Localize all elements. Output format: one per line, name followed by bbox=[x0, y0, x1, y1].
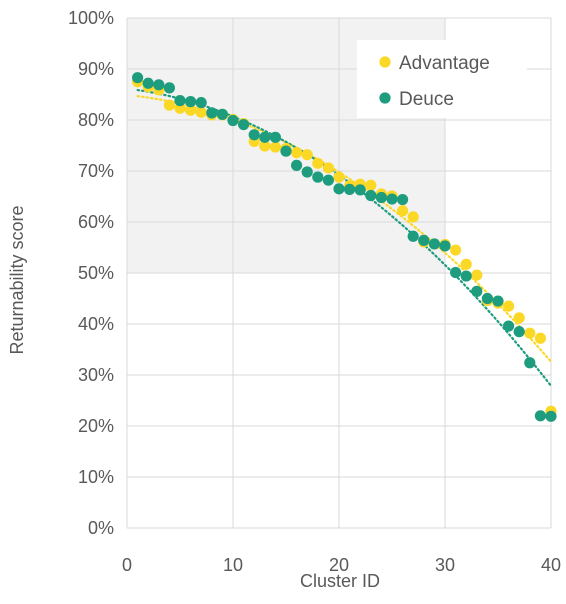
y-tick-label-2: 20% bbox=[78, 416, 114, 436]
point-deuce-25 bbox=[397, 193, 409, 206]
x-axis-title: Cluster ID bbox=[300, 571, 380, 591]
x-tick-label-1: 10 bbox=[223, 555, 243, 575]
y-axis-title: Returnability score bbox=[7, 205, 27, 354]
point-deuce-33 bbox=[481, 292, 493, 305]
point-advantage-22 bbox=[365, 179, 377, 191]
x-tick-label-2: 20 bbox=[329, 555, 349, 575]
point-deuce-35 bbox=[503, 320, 515, 332]
point-advantage-30 bbox=[450, 244, 462, 256]
point-deuce-6 bbox=[195, 97, 207, 109]
y-tick-label-3: 30% bbox=[78, 365, 114, 385]
point-deuce-8 bbox=[216, 108, 228, 120]
point-deuce-37 bbox=[524, 357, 536, 369]
point-deuce-5 bbox=[185, 96, 197, 108]
y-tick-label-5: 50% bbox=[78, 263, 114, 283]
point-deuce-27 bbox=[418, 234, 430, 246]
x-tick-label-3: 30 bbox=[435, 555, 455, 575]
point-deuce-38 bbox=[534, 410, 547, 422]
y-tick-label-0: 0% bbox=[88, 518, 114, 538]
point-advantage-26 bbox=[407, 211, 419, 223]
point-advantage-17 bbox=[312, 157, 324, 169]
point-deuce-30 bbox=[450, 266, 462, 279]
point-advantage-16 bbox=[301, 149, 313, 161]
point-advantage-4 bbox=[174, 102, 186, 114]
legend: Advantage Deuce bbox=[357, 40, 527, 118]
point-deuce-15 bbox=[291, 159, 303, 171]
point-deuce-17 bbox=[312, 171, 324, 183]
point-advantage-35 bbox=[503, 300, 515, 312]
legend-label-deuce: Deuce bbox=[399, 89, 454, 110]
point-advantage-6 bbox=[195, 106, 207, 118]
point-deuce-11 bbox=[248, 129, 260, 141]
point-deuce-21 bbox=[354, 184, 366, 196]
point-deuce-23 bbox=[375, 191, 387, 204]
point-advantage-5 bbox=[185, 104, 197, 116]
point-deuce-7 bbox=[206, 107, 218, 119]
point-advantage-25 bbox=[397, 205, 409, 217]
y-tick-label-9: 90% bbox=[78, 59, 114, 79]
point-advantage-36 bbox=[513, 312, 525, 324]
point-deuce-19 bbox=[333, 183, 345, 195]
point-deuce-18 bbox=[322, 174, 334, 186]
legend-label-advantage: Advantage bbox=[399, 53, 490, 74]
legend-box bbox=[357, 40, 527, 118]
point-deuce-31 bbox=[460, 270, 472, 282]
y-tick-label-6: 60% bbox=[78, 212, 114, 232]
x-tick-label-4: 40 bbox=[541, 555, 561, 575]
point-deuce-0 bbox=[132, 72, 144, 84]
x-tick-label-0: 0 bbox=[122, 555, 132, 575]
data-points bbox=[132, 72, 557, 422]
trendline-advantage bbox=[136, 95, 553, 363]
point-deuce-24 bbox=[386, 193, 398, 205]
point-deuce-14 bbox=[280, 145, 292, 157]
point-deuce-29 bbox=[439, 240, 451, 252]
point-deuce-26 bbox=[407, 230, 419, 242]
point-deuce-32 bbox=[471, 285, 483, 297]
point-advantage-19 bbox=[333, 171, 345, 183]
point-advantage-31 bbox=[460, 258, 472, 270]
point-deuce-9 bbox=[227, 114, 239, 127]
x-axis-tick-labels: 0 10 20 30 40 bbox=[122, 555, 561, 575]
point-deuce-4 bbox=[174, 95, 186, 107]
point-deuce-28 bbox=[428, 238, 440, 250]
point-advantage-15 bbox=[291, 147, 303, 159]
point-deuce-2 bbox=[153, 79, 165, 91]
legend-marker-deuce bbox=[379, 92, 391, 104]
point-advantage-32 bbox=[471, 269, 483, 281]
point-deuce-34 bbox=[492, 295, 504, 307]
y-tick-label-4: 40% bbox=[78, 314, 114, 334]
trendlines bbox=[136, 88, 553, 387]
y-tick-label-1: 10% bbox=[78, 467, 114, 487]
y-axis-tick-labels: 0% 10% 20% 30% 40% 50% 60% 70% 80% 90% 100% bbox=[68, 8, 114, 538]
y-tick-label-8: 80% bbox=[78, 110, 114, 130]
point-deuce-39 bbox=[545, 410, 557, 422]
point-advantage-3 bbox=[163, 99, 175, 111]
point-deuce-36 bbox=[513, 326, 525, 338]
trendline-deuce bbox=[136, 88, 553, 387]
point-deuce-13 bbox=[269, 131, 281, 143]
point-advantage-38 bbox=[534, 332, 547, 344]
y-tick-label-7: 70% bbox=[78, 161, 114, 181]
point-deuce-22 bbox=[365, 189, 377, 202]
point-deuce-1 bbox=[142, 77, 154, 89]
point-deuce-16 bbox=[301, 166, 313, 178]
y-tick-label-10: 100% bbox=[68, 8, 114, 28]
point-deuce-10 bbox=[238, 118, 250, 131]
point-advantage-12 bbox=[259, 140, 271, 152]
point-deuce-3 bbox=[163, 82, 175, 94]
legend-marker-advantage bbox=[379, 56, 391, 68]
point-advantage-13 bbox=[269, 141, 281, 153]
point-advantage-37 bbox=[524, 327, 536, 339]
point-deuce-12 bbox=[259, 131, 271, 143]
point-deuce-20 bbox=[344, 183, 356, 195]
point-advantage-18 bbox=[322, 162, 334, 174]
